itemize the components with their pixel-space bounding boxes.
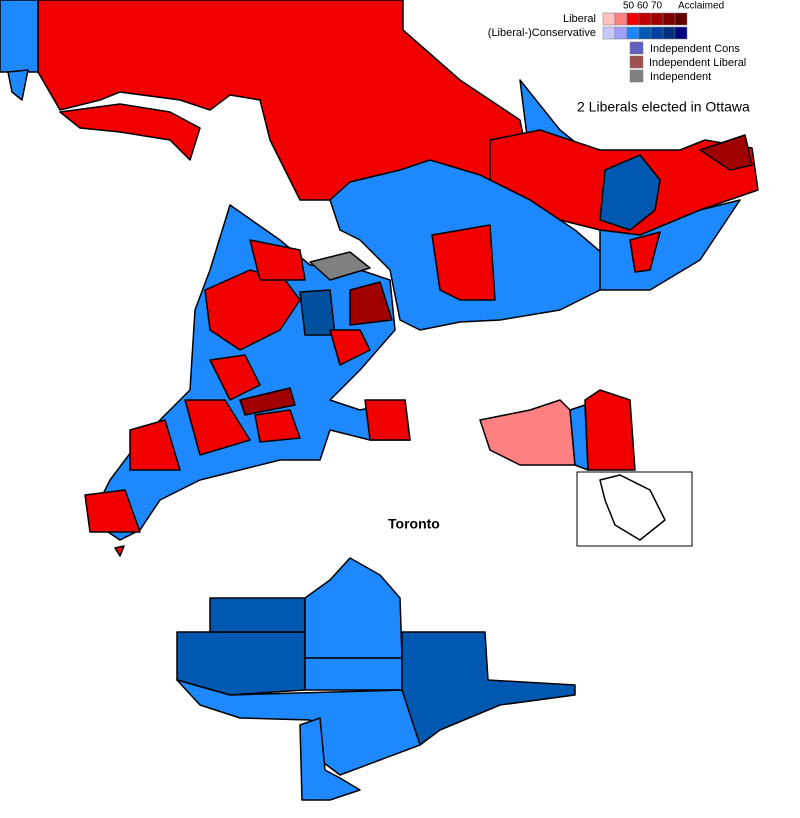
swatch: [629, 69, 644, 83]
legend-conservative: (Liberal-)Conservative: [488, 27, 596, 39]
region: [599, 154, 661, 231]
region: [114, 545, 125, 557]
swatch: [614, 26, 628, 40]
swatch: [662, 12, 676, 26]
swatch: [650, 26, 664, 40]
region: [37, 0, 529, 201]
region: [59, 103, 201, 161]
region: [249, 239, 306, 281]
swatch: [638, 12, 652, 26]
region: [699, 134, 753, 171]
legend-scale: 60: [637, 1, 649, 12]
swatch: [626, 12, 640, 26]
swatch: [614, 12, 628, 26]
legend-scale: 50: [623, 1, 635, 12]
region: [309, 251, 371, 281]
region: [304, 557, 403, 659]
region: [7, 69, 29, 101]
inset-frame: [576, 471, 693, 547]
legend-liberal: Liberal: [563, 13, 596, 25]
region: [209, 597, 306, 633]
swatch: [629, 41, 644, 55]
region: [479, 399, 576, 466]
legend-ind-lib: Independent Liberal: [649, 57, 746, 69]
legend-ind: Independent: [650, 71, 711, 83]
ontario-map: [0, 0, 759, 801]
region: [209, 354, 261, 401]
swatch: [662, 26, 676, 40]
legend-acclaimed: Acclaimed: [678, 1, 724, 12]
inset-outline: [599, 474, 666, 541]
swatch: [626, 26, 640, 40]
legend: 50 60 70 Acclaimed Liberal (Liberal-)Con…: [488, 1, 746, 83]
region: [349, 281, 393, 326]
region: [239, 387, 296, 416]
region: [431, 224, 496, 301]
legend-ind-cons: Independent Cons: [650, 43, 740, 55]
swatch: [674, 26, 688, 40]
region: [299, 717, 361, 801]
region: [329, 329, 371, 366]
region: [176, 679, 421, 776]
region: [584, 389, 636, 471]
region: [129, 419, 181, 471]
region: [204, 269, 301, 351]
swatch: [650, 12, 664, 26]
swatch: [602, 26, 616, 40]
swatch: [629, 55, 644, 69]
region: [304, 657, 403, 691]
swatch: [602, 12, 616, 26]
region: [184, 399, 251, 456]
swatch: [674, 12, 688, 26]
region: [401, 631, 576, 746]
toronto-label: Toronto: [388, 516, 440, 532]
region: [629, 231, 661, 273]
region: [364, 399, 411, 441]
ottawa-note: 2 Liberals elected in Ottawa: [577, 99, 750, 115]
region: [84, 489, 141, 533]
region: [254, 409, 301, 443]
region: [299, 289, 336, 336]
region: [0, 0, 39, 73]
legend-scale: 70: [651, 1, 663, 12]
swatch: [638, 26, 652, 40]
